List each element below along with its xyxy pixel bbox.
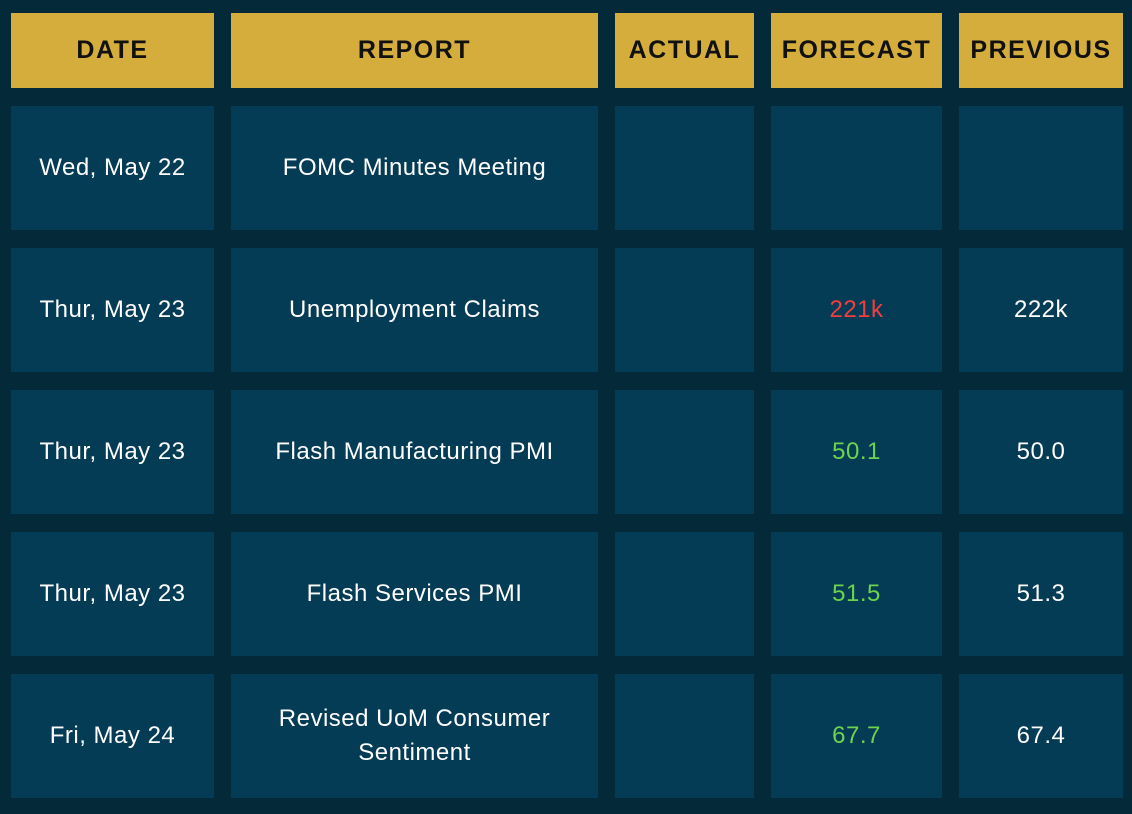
report-cell: FOMC Minutes Meeting [231, 106, 598, 230]
actual-cell [615, 106, 754, 230]
previous-cell [959, 106, 1123, 230]
forecast-cell: 50.1 [771, 390, 942, 514]
forecast-cell: 221k [771, 248, 942, 372]
forecast-cell: 51.5 [771, 532, 942, 656]
actual-cell [615, 674, 754, 798]
column-header-previous: PREVIOUS [959, 13, 1123, 88]
previous-cell: 50.0 [959, 390, 1123, 514]
forecast-cell [771, 106, 942, 230]
report-cell: Revised UoM Consumer Sentiment [231, 674, 598, 798]
date-cell: Thur, May 23 [11, 532, 214, 656]
previous-cell: 51.3 [959, 532, 1123, 656]
report-cell: Flash Manufacturing PMI [231, 390, 598, 514]
actual-cell [615, 390, 754, 514]
calendar-table: DATE REPORT ACTUAL FORECAST PREVIOUS Wed… [11, 13, 1123, 798]
column-header-report: REPORT [231, 13, 598, 88]
actual-cell [615, 532, 754, 656]
previous-cell: 222k [959, 248, 1123, 372]
report-cell: Unemployment Claims [231, 248, 598, 372]
date-cell: Wed, May 22 [11, 106, 214, 230]
actual-cell [615, 248, 754, 372]
report-cell: Flash Services PMI [231, 532, 598, 656]
previous-cell: 67.4 [959, 674, 1123, 798]
date-cell: Thur, May 23 [11, 248, 214, 372]
date-cell: Thur, May 23 [11, 390, 214, 514]
column-header-forecast: FORECAST [771, 13, 942, 88]
forecast-cell: 67.7 [771, 674, 942, 798]
column-header-date: DATE [11, 13, 214, 88]
date-cell: Fri, May 24 [11, 674, 214, 798]
column-header-actual: ACTUAL [615, 13, 754, 88]
